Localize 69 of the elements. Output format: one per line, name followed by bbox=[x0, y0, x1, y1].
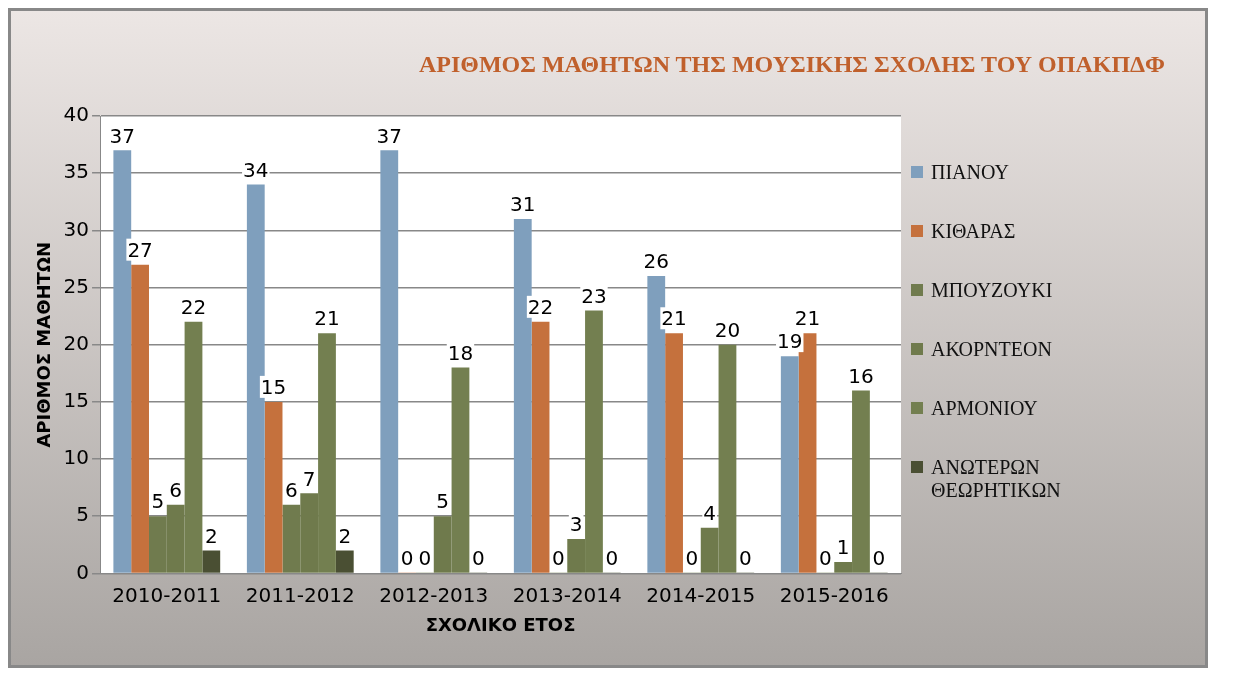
y-tick-label: 35 bbox=[63, 159, 90, 184]
x-axis-title: ΣΧΟΛΙΚΟ ΕΤΟΣ bbox=[425, 613, 576, 635]
legend-label: ΑΝΩΤΕΡΩΝ ΘΕΩΡΗΤΙΚΩΝ bbox=[931, 456, 1062, 502]
bar bbox=[202, 550, 221, 573]
y-tick-label: 25 bbox=[63, 273, 90, 298]
data-label: 0 bbox=[400, 545, 414, 570]
data-label: 34 bbox=[243, 157, 269, 182]
legend-label: ΠΙΑΝΟΥ bbox=[931, 161, 1009, 184]
data-label: 2 bbox=[338, 523, 352, 548]
data-label: 26 bbox=[643, 249, 669, 274]
legend-label: ΚΙΘΑΡΑΣ bbox=[931, 220, 1016, 243]
data-label: 21 bbox=[314, 306, 340, 331]
data-label: 19 bbox=[777, 329, 803, 354]
data-label: 4 bbox=[703, 500, 717, 525]
data-label: 0 bbox=[738, 545, 752, 570]
bar bbox=[335, 550, 354, 573]
data-label: 0 bbox=[685, 545, 699, 570]
data-label: 18 bbox=[447, 340, 474, 365]
data-label: 6 bbox=[285, 477, 298, 502]
bar bbox=[246, 184, 265, 573]
legend-label: ΑΡΜΟΝΙΟΥ bbox=[931, 397, 1038, 420]
data-label: 23 bbox=[581, 283, 607, 308]
y-tick-label: 30 bbox=[63, 216, 90, 241]
data-label: 0 bbox=[418, 545, 432, 570]
data-label: 0 bbox=[552, 545, 565, 570]
data-label: 5 bbox=[151, 489, 165, 514]
y-tick-label: 10 bbox=[63, 445, 90, 470]
chart-title: ΑΡΙΘΜΟΣ ΜΑΘΗΤΩΝ ΤΗΣ ΜΟΥΣΙΚΗΣ ΣΧΟΛΗΣ ΤΟΥ ΟΠΑΚΠΔΦ bbox=[417, 50, 1166, 79]
x-tick-label: 2015-2016 bbox=[779, 582, 889, 607]
data-label: 21 bbox=[661, 306, 687, 331]
x-tick-label: 2010-2011 bbox=[112, 582, 222, 607]
bar bbox=[131, 264, 149, 573]
x-tick-label: 2011-2012 bbox=[245, 582, 355, 607]
legend-label: ΜΠΟΥΖΟΥΚΙ bbox=[931, 279, 1053, 302]
data-label: 27 bbox=[127, 237, 153, 262]
bar bbox=[264, 401, 283, 573]
data-label: 22 bbox=[180, 295, 207, 320]
y-axis-title: ΑΡΙΘΜΟΣ ΜΑΘΗΤΩΝ bbox=[33, 241, 55, 448]
data-label: 20 bbox=[714, 317, 741, 342]
data-label: 0 bbox=[872, 545, 886, 570]
x-tick-label: 2013-2014 bbox=[512, 582, 622, 607]
x-tick-label: 2014-2015 bbox=[646, 582, 756, 607]
data-label: 3 bbox=[569, 512, 583, 537]
data-label: 0 bbox=[605, 545, 619, 570]
y-tick-label: 5 bbox=[76, 502, 90, 527]
data-label: 37 bbox=[109, 123, 136, 148]
legend-label: ΑΚΟΡΝΤΕΟΝ bbox=[931, 338, 1052, 361]
y-tick-label: 40 bbox=[63, 102, 90, 127]
data-label: 16 bbox=[848, 363, 874, 388]
bar bbox=[380, 150, 399, 573]
data-label: 15 bbox=[260, 375, 287, 400]
data-label: 2 bbox=[204, 523, 218, 548]
y-tick-label: 0 bbox=[76, 559, 90, 584]
data-label: 22 bbox=[527, 295, 554, 320]
data-label: 6 bbox=[169, 477, 183, 502]
data-label: 7 bbox=[302, 466, 316, 491]
bar bbox=[780, 356, 799, 573]
data-label: 1 bbox=[836, 535, 850, 560]
data-label: 0 bbox=[471, 545, 485, 570]
bar bbox=[531, 321, 550, 573]
data-label: 5 bbox=[436, 489, 450, 514]
y-tick-label: 20 bbox=[63, 330, 90, 355]
data-label: 21 bbox=[794, 306, 821, 331]
y-tick-label: 15 bbox=[63, 388, 90, 413]
data-label: 0 bbox=[818, 545, 832, 570]
data-label: 31 bbox=[510, 192, 536, 217]
x-tick-label: 2012-2013 bbox=[379, 582, 489, 607]
data-label: 37 bbox=[376, 123, 403, 148]
bar bbox=[665, 333, 683, 573]
